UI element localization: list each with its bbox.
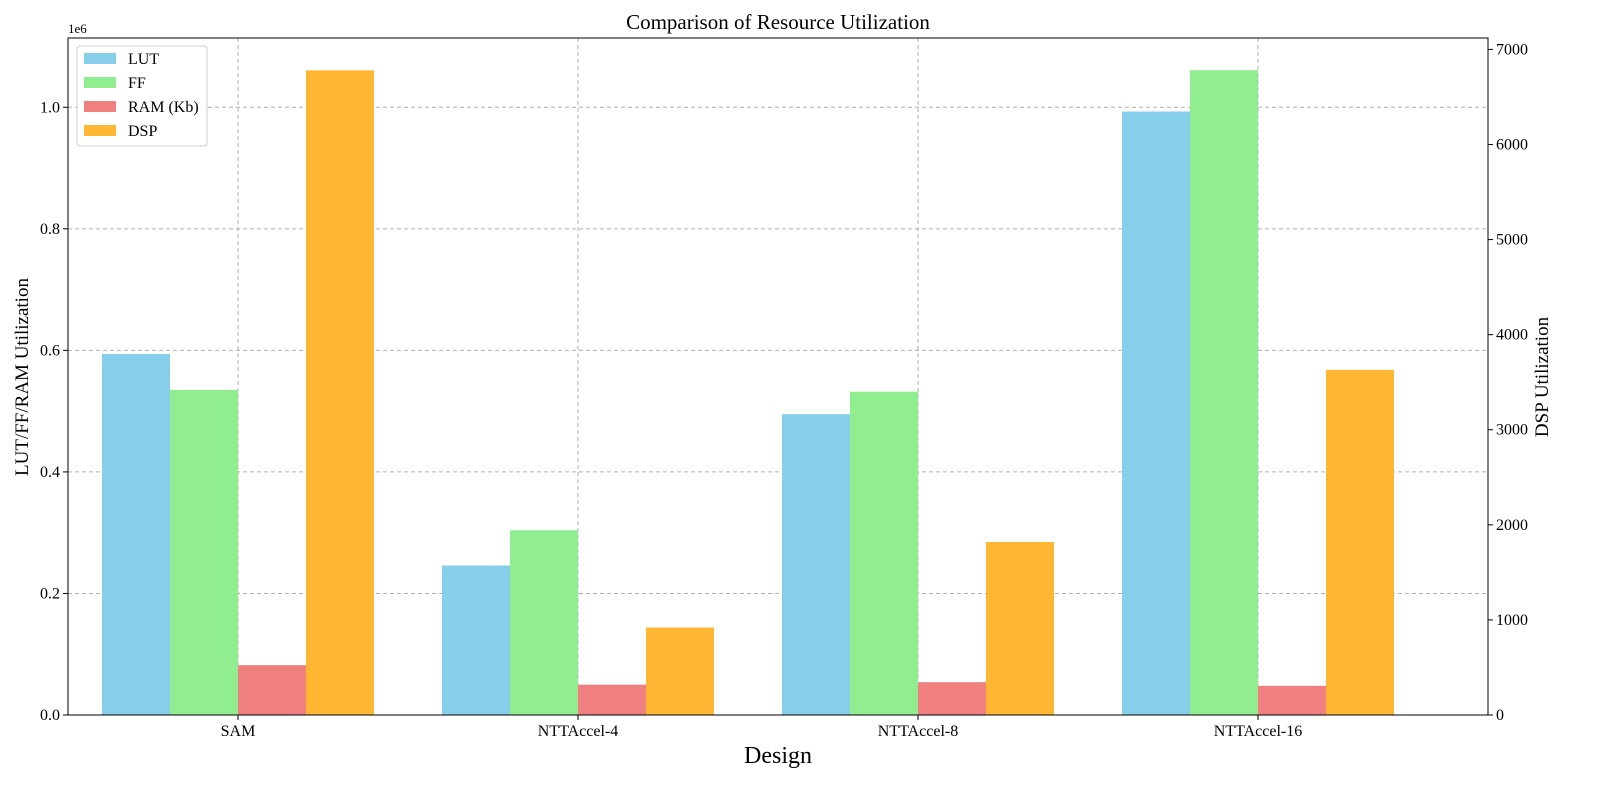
bar-dsp — [986, 541, 1054, 715]
left-tick-label: 1.0 — [40, 99, 60, 116]
bar-ram-kb — [238, 665, 306, 715]
left-axis-offset-label: 1e6 — [68, 21, 87, 36]
left-tick-label: 0.6 — [40, 342, 60, 359]
bar-dsp — [306, 70, 374, 715]
bar-dsp — [1326, 369, 1394, 715]
x-tick-label: NTTAccel-8 — [878, 723, 958, 740]
legend-swatch-ram-kb — [84, 101, 116, 112]
legend-label-ff: FF — [128, 75, 146, 92]
bar-ram-kb — [918, 682, 986, 715]
bar-ff — [510, 530, 578, 715]
bar-lut — [782, 414, 850, 715]
left-tick-label: 0.0 — [40, 707, 60, 724]
left-axis-title: LUT/FF/RAM Utilization — [12, 278, 33, 476]
right-tick-label: 5000 — [1496, 232, 1528, 249]
x-tick-label: NTTAccel-4 — [538, 723, 618, 740]
bar-ff — [1190, 70, 1258, 715]
legend: LUT FF RAM (Kb) DSP — [76, 45, 208, 147]
right-tick-label: 4000 — [1496, 327, 1528, 344]
bar-lut — [442, 565, 510, 715]
plot-frame — [67, 37, 1489, 716]
legend-box — [76, 45, 208, 147]
left-tick-label: 0.2 — [40, 585, 60, 602]
bar-ff — [850, 391, 918, 715]
bar-lut — [102, 354, 170, 715]
x-axis-title: Design — [744, 743, 812, 769]
right-axis-title: DSP Utilization — [1532, 316, 1553, 437]
grid-layer — [68, 38, 1488, 716]
left-tick-label: 0.8 — [40, 221, 60, 238]
right-tick-label: 6000 — [1496, 136, 1528, 153]
right-tick-label: 1000 — [1496, 612, 1528, 629]
legend-label-ram-kb: RAM (Kb) — [128, 99, 199, 116]
left-tick-label: 0.4 — [40, 464, 60, 481]
legend-swatch-dsp — [84, 125, 116, 136]
bars-layer — [102, 70, 1394, 715]
right-tick-label: 3000 — [1496, 422, 1528, 439]
bar-dsp — [646, 627, 714, 715]
legend-swatch-lut — [84, 53, 116, 64]
bar-ram-kb — [578, 684, 646, 715]
chart-title: Comparison of Resource Utilization — [626, 10, 930, 34]
right-tick-label: 0 — [1496, 707, 1504, 724]
legend-label-lut: LUT — [128, 51, 159, 68]
legend-items: LUT FF RAM (Kb) DSP — [84, 51, 199, 140]
ticks-layer: 0.0 0.2 0.4 0.6 0.8 1.0 0 1000 2000 3000 4000 5000 6… — [40, 41, 1528, 740]
legend-label-dsp: DSP — [128, 123, 157, 140]
legend-swatch-ff — [84, 77, 116, 88]
x-tick-label: SAM — [221, 723, 256, 740]
right-tick-label: 7000 — [1496, 41, 1528, 58]
x-tick-label: NTTAccel-16 — [1214, 723, 1302, 740]
bar-ram-kb — [1258, 685, 1326, 715]
right-tick-label: 2000 — [1496, 517, 1528, 534]
bar-ff — [170, 389, 238, 715]
bar-lut — [1122, 111, 1190, 715]
